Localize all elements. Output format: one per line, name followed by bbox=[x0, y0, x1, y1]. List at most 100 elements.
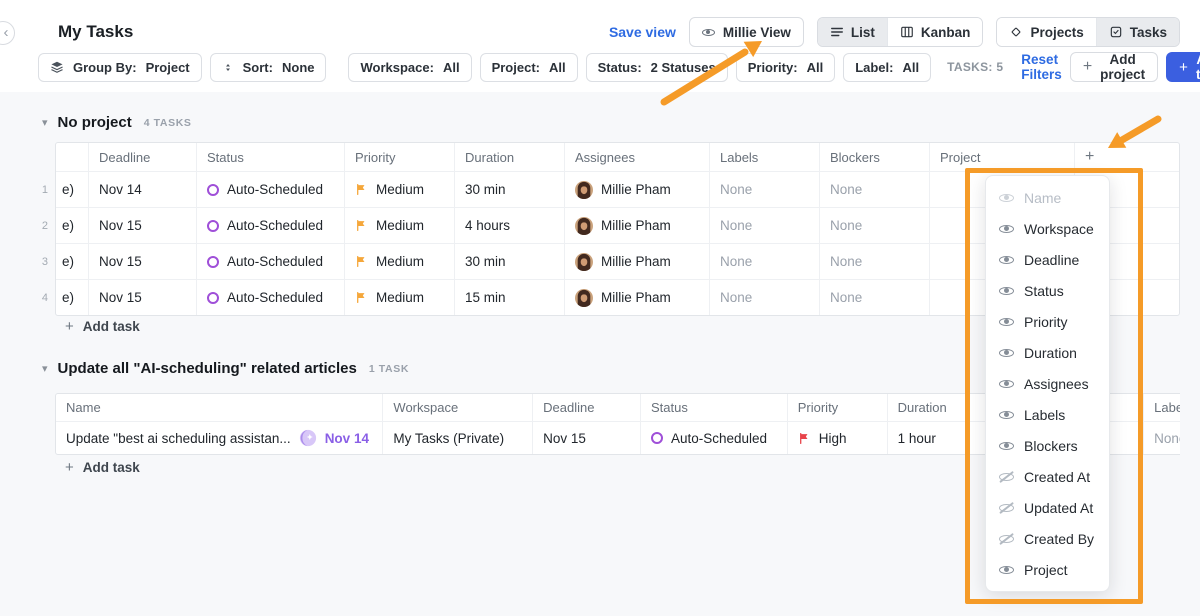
cell-name[interactable]: Update "best ai scheduling assistan... N… bbox=[56, 422, 384, 454]
menu-item-blockers[interactable]: Blockers bbox=[986, 430, 1109, 461]
cell-duration[interactable]: 30 min bbox=[455, 244, 565, 279]
flag-icon bbox=[355, 291, 368, 304]
menu-item-labels[interactable]: Labels bbox=[986, 399, 1109, 430]
cell-name[interactable]: e) bbox=[56, 208, 89, 243]
add-task-button[interactable]: + Add task bbox=[1166, 52, 1200, 82]
menu-item-status[interactable]: Status bbox=[986, 275, 1109, 306]
cell-deadline[interactable]: Nov 15 bbox=[89, 244, 197, 279]
view-selector-button[interactable]: Millie View bbox=[688, 17, 804, 47]
menu-item-deadline[interactable]: Deadline bbox=[986, 244, 1109, 275]
cell-status[interactable]: Auto-Scheduled bbox=[197, 280, 345, 315]
filter-label[interactable]: Label: All bbox=[843, 52, 932, 82]
cell-assignees[interactable]: Millie Pham bbox=[565, 208, 710, 243]
collapse-caret-icon[interactable]: ▾ bbox=[42, 363, 48, 375]
cell-status[interactable]: Auto-Scheduled bbox=[197, 172, 345, 207]
menu-item-name[interactable]: Name bbox=[986, 182, 1109, 213]
add-task-inline[interactable]: + Add task bbox=[65, 318, 140, 335]
cell-priority[interactable]: Medium bbox=[345, 208, 455, 243]
filter-status[interactable]: Status: 2 Statuses bbox=[585, 52, 728, 82]
add-column-button[interactable]: + bbox=[1085, 148, 1095, 165]
cell-deadline[interactable]: Nov 14 bbox=[89, 172, 197, 207]
eye-icon bbox=[999, 252, 1014, 267]
group-header-ai-articles[interactable]: ▾ Update all "AI-scheduling" related art… bbox=[42, 360, 409, 377]
col-header-deadline: Deadline bbox=[89, 143, 197, 171]
cell-priority[interactable]: Medium bbox=[345, 172, 455, 207]
flag-icon bbox=[355, 183, 368, 196]
plus-icon: + bbox=[65, 318, 74, 335]
cell-status[interactable]: Auto-Scheduled bbox=[197, 244, 345, 279]
tasks-toggle-button[interactable]: Tasks bbox=[1095, 18, 1179, 46]
cell-status[interactable]: Auto-Scheduled bbox=[641, 422, 788, 454]
cell-blockers[interactable]: None bbox=[820, 244, 930, 279]
list-view-button[interactable]: List bbox=[817, 18, 887, 46]
menu-item-project[interactable]: Project bbox=[986, 554, 1109, 585]
table-row[interactable]: 1 e) Nov 14 Auto-Scheduled Medium 30 min… bbox=[42, 171, 1179, 207]
group-by-filter[interactable]: Group By: Project bbox=[38, 52, 202, 82]
cell-deadline[interactable]: Nov 15 bbox=[89, 280, 197, 315]
projects-label: Projects bbox=[1030, 24, 1084, 40]
cell-name[interactable]: e) bbox=[56, 244, 89, 279]
cell-name[interactable]: e) bbox=[56, 172, 89, 207]
filter-project[interactable]: Project: All bbox=[479, 52, 578, 82]
filter-label: Label: bbox=[855, 59, 894, 75]
cell-deadline[interactable]: Nov 15 bbox=[533, 422, 641, 454]
cell-assignees[interactable]: Millie Pham bbox=[565, 244, 710, 279]
cell-labels[interactable]: None bbox=[710, 244, 820, 279]
table-row[interactable]: 3 e) Nov 15 Auto-Scheduled Medium 30 min… bbox=[42, 243, 1179, 279]
cell-priority[interactable]: High bbox=[788, 422, 888, 454]
collapse-caret-icon[interactable]: ▾ bbox=[42, 117, 48, 129]
sort-filter[interactable]: Sort: None bbox=[209, 52, 327, 82]
cell-labels[interactable]: None bbox=[710, 280, 820, 315]
col-header-name bbox=[56, 143, 89, 171]
projects-toggle-button[interactable]: Projects bbox=[997, 18, 1096, 46]
plus-icon: + bbox=[65, 459, 74, 476]
save-view-link[interactable]: Save view bbox=[608, 24, 676, 40]
cell-duration[interactable]: 15 min bbox=[455, 280, 565, 315]
cell-priority[interactable]: Medium bbox=[345, 280, 455, 315]
cell-duration[interactable]: 30 min bbox=[455, 172, 565, 207]
menu-item-assignees[interactable]: Assignees bbox=[986, 368, 1109, 399]
table-row[interactable]: 4 e) Nov 15 Auto-Scheduled Medium 15 min… bbox=[42, 279, 1179, 315]
cell-blockers[interactable]: None bbox=[820, 172, 930, 207]
menu-item-duration[interactable]: Duration bbox=[986, 337, 1109, 368]
cell-labels[interactable]: None bbox=[710, 172, 820, 207]
table-row[interactable]: 2 e) Nov 15 Auto-Scheduled Medium 4 hour… bbox=[42, 207, 1179, 243]
cell-name[interactable]: e) bbox=[56, 280, 89, 315]
title-row: My Tasks Save view Millie View List Kanb… bbox=[58, 16, 1180, 48]
cell-duration[interactable]: 4 hours bbox=[455, 208, 565, 243]
menu-item-workspace[interactable]: Workspace bbox=[986, 213, 1109, 244]
plus-icon: + bbox=[1179, 58, 1188, 76]
menu-item-updated-at[interactable]: Updated At bbox=[986, 492, 1109, 523]
group-header-no-project[interactable]: ▾ No project 4 TASKS bbox=[42, 114, 191, 131]
sort-arrows-icon bbox=[222, 61, 234, 74]
cell-blockers[interactable]: None bbox=[820, 280, 930, 315]
filter-workspace[interactable]: Workspace: All bbox=[348, 52, 472, 82]
status-ring-icon bbox=[207, 219, 219, 232]
menu-item-priority[interactable]: Priority bbox=[986, 306, 1109, 337]
reset-filters-link[interactable]: Reset Filters bbox=[1021, 52, 1062, 82]
col-header-labels: Labels bbox=[710, 143, 820, 171]
filter-priority[interactable]: Priority: All bbox=[735, 52, 836, 82]
col-header-priority: Priority bbox=[788, 394, 888, 421]
status-ring-icon bbox=[650, 432, 663, 444]
add-project-button[interactable]: + Add project bbox=[1069, 52, 1159, 82]
table-row[interactable]: 1 Update "best ai scheduling assistan...… bbox=[56, 421, 1180, 454]
cell-priority[interactable]: Medium bbox=[345, 244, 455, 279]
cell-deadline[interactable]: Nov 15 bbox=[89, 208, 197, 243]
menu-item-created-by[interactable]: Created By bbox=[986, 523, 1109, 554]
group-title: Update all "AI-scheduling" related artic… bbox=[57, 360, 357, 377]
list-icon bbox=[830, 27, 843, 37]
cell-labels[interactable]: None bbox=[710, 208, 820, 243]
cell-assignees[interactable]: Millie Pham bbox=[565, 280, 710, 315]
menu-item-created-at[interactable]: Created At bbox=[986, 461, 1109, 492]
cell-duration[interactable]: 1 hour bbox=[888, 422, 1000, 454]
cell-status[interactable]: Auto-Scheduled bbox=[197, 208, 345, 243]
cell-assignees[interactable] bbox=[999, 422, 1145, 454]
cell-workspace[interactable]: My Tasks (Private) bbox=[383, 422, 534, 454]
kanban-view-button[interactable]: Kanban bbox=[886, 18, 983, 46]
kanban-icon bbox=[901, 26, 913, 38]
cell-assignees[interactable]: Millie Pham bbox=[565, 172, 710, 207]
cell-labels[interactable]: None bbox=[1154, 430, 1180, 446]
add-task-inline[interactable]: + Add task bbox=[65, 459, 140, 476]
cell-blockers[interactable]: None bbox=[820, 208, 930, 243]
